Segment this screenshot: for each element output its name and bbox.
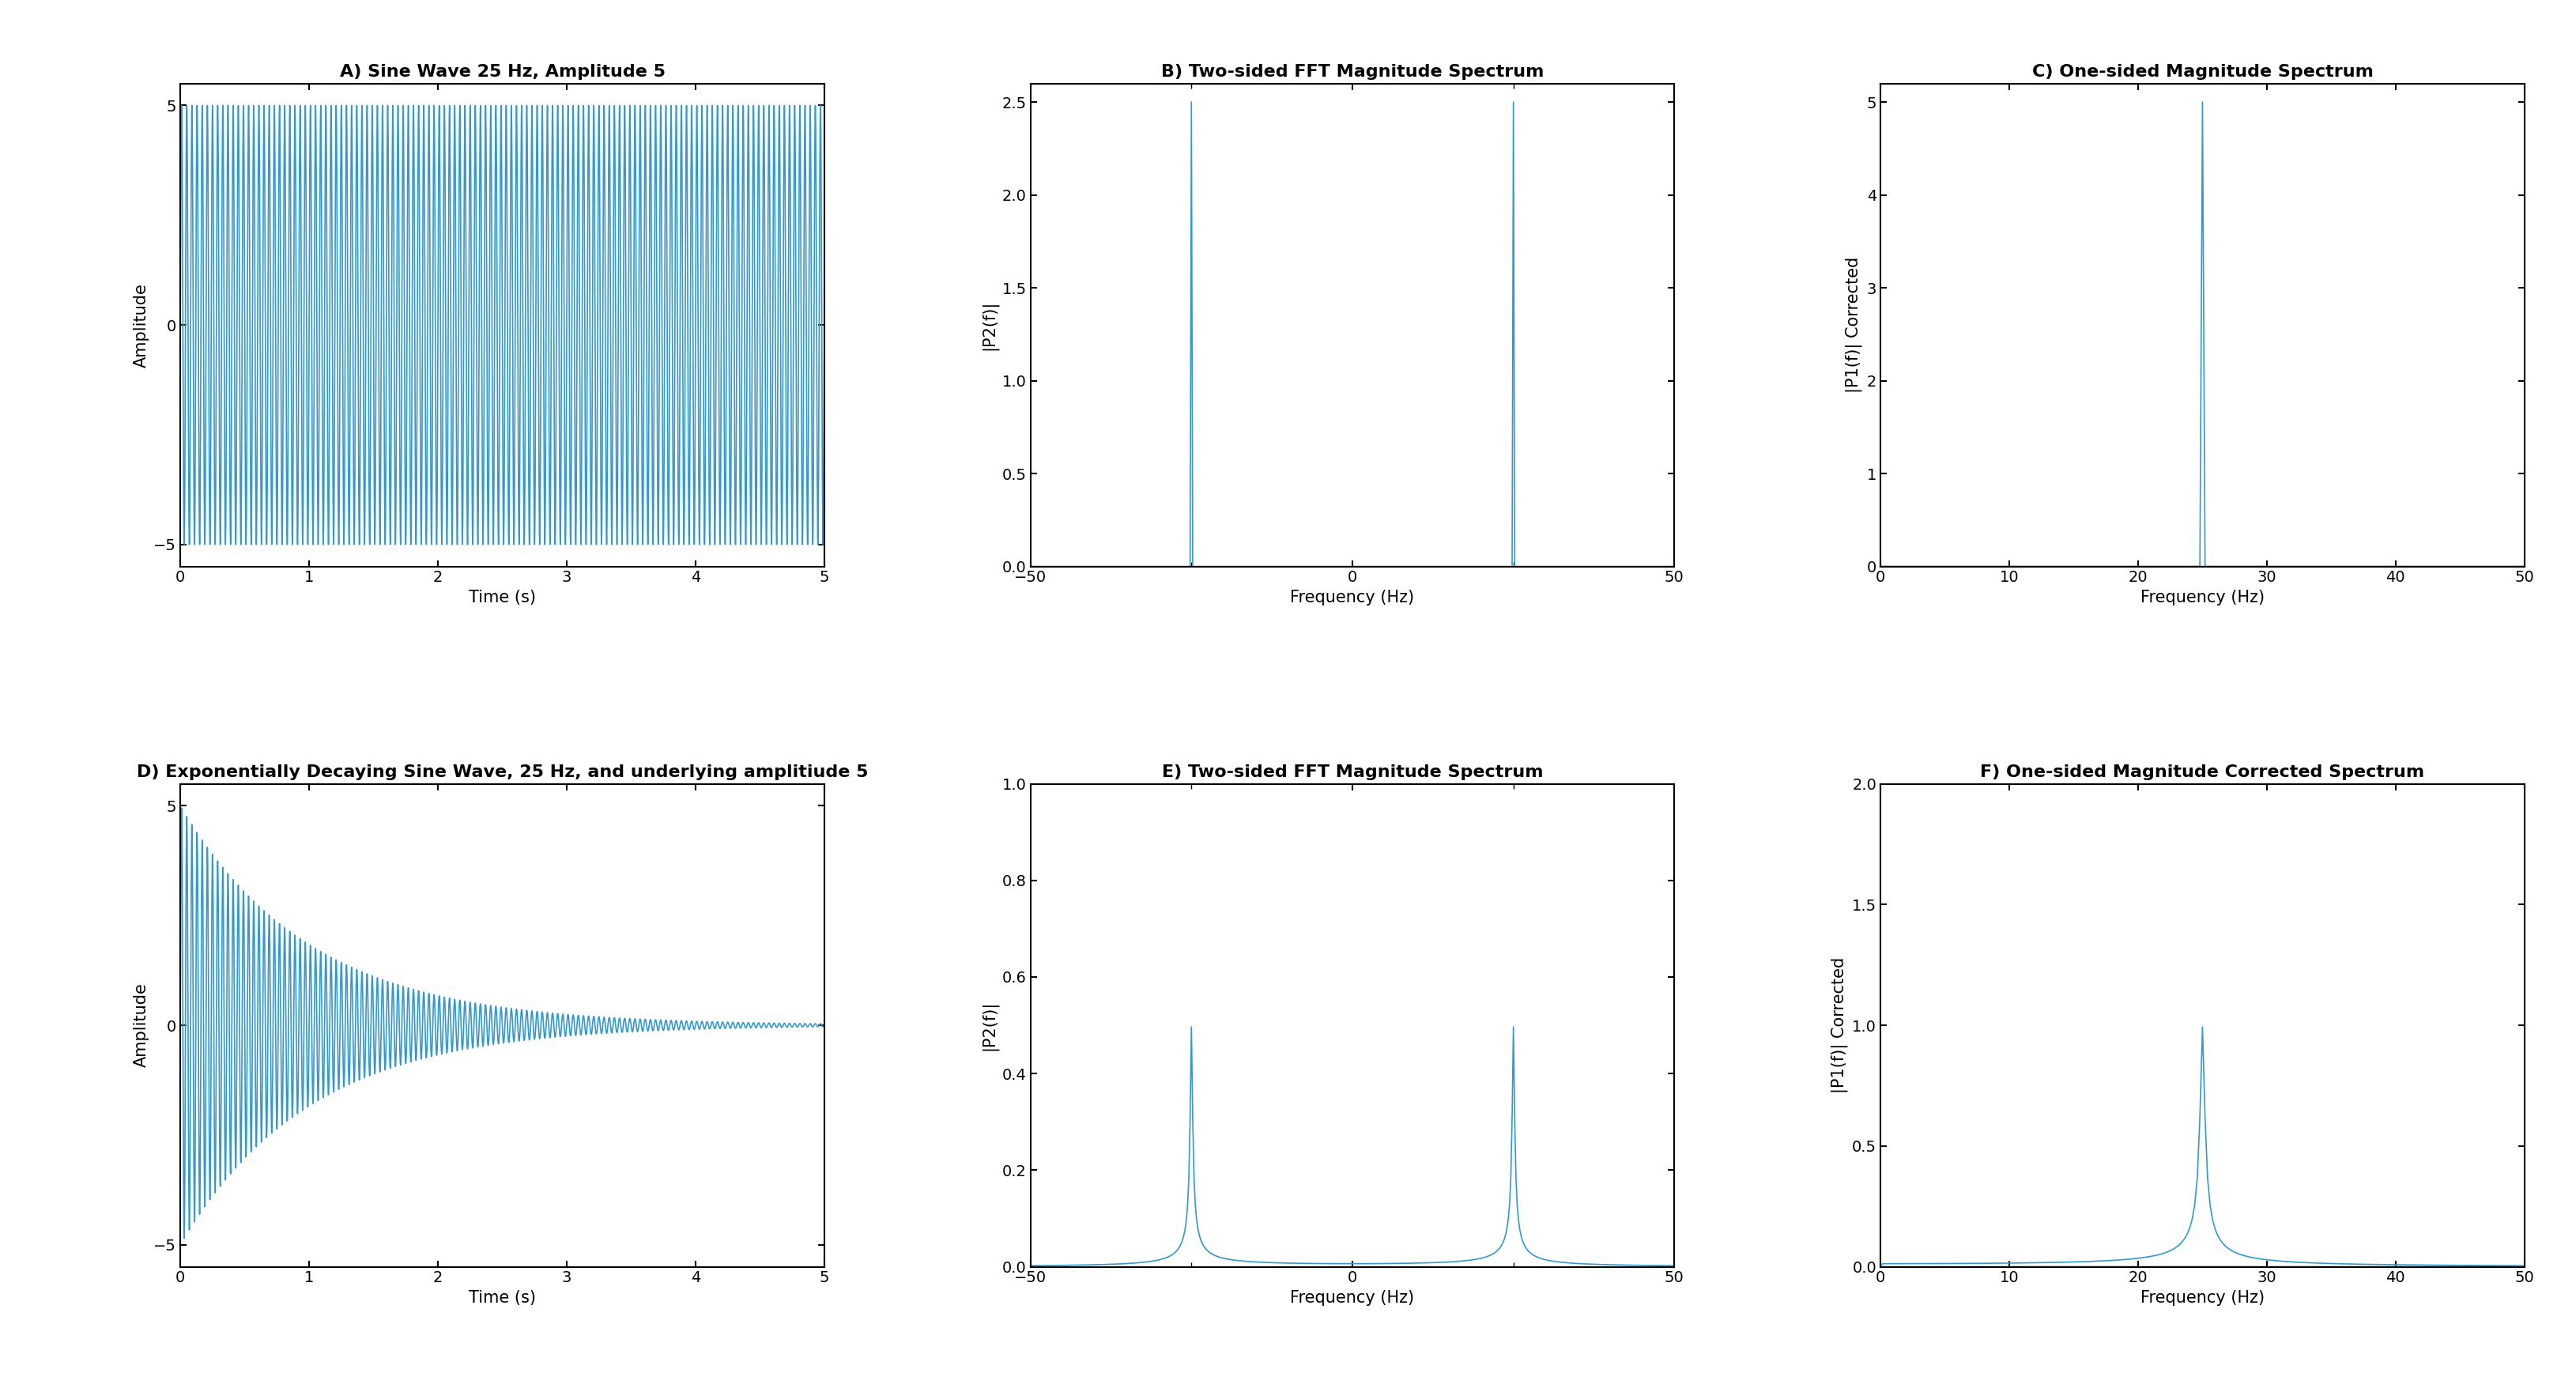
Title: B) Two-sided FFT Magnitude Spectrum: B) Two-sided FFT Magnitude Spectrum <box>1162 64 1543 81</box>
Y-axis label: |P2(f)|: |P2(f)| <box>981 1001 997 1051</box>
X-axis label: Frequency (Hz): Frequency (Hz) <box>2141 1290 2264 1306</box>
Title: C) One-sided Magnitude Spectrum: C) One-sided Magnitude Spectrum <box>2032 64 2372 81</box>
X-axis label: Time (s): Time (s) <box>469 590 536 606</box>
X-axis label: Time (s): Time (s) <box>469 1290 536 1306</box>
Y-axis label: |P1(f)| Corrected: |P1(f)| Corrected <box>1844 258 1862 393</box>
X-axis label: Frequency (Hz): Frequency (Hz) <box>2141 590 2264 606</box>
Y-axis label: Amplitude: Amplitude <box>134 983 149 1068</box>
X-axis label: Frequency (Hz): Frequency (Hz) <box>1291 590 1414 606</box>
X-axis label: Frequency (Hz): Frequency (Hz) <box>1291 1290 1414 1306</box>
Y-axis label: Amplitude: Amplitude <box>134 283 149 367</box>
Y-axis label: |P2(f)|: |P2(f)| <box>981 299 997 349</box>
Y-axis label: |P1(f)| Corrected: |P1(f)| Corrected <box>1832 958 1847 1093</box>
Title: D) Exponentially Decaying Sine Wave, 25 Hz, and underlying amplitiude 5: D) Exponentially Decaying Sine Wave, 25 … <box>137 764 868 781</box>
Title: A) Sine Wave 25 Hz, Amplitude 5: A) Sine Wave 25 Hz, Amplitude 5 <box>340 64 665 81</box>
Title: E) Two-sided FFT Magnitude Spectrum: E) Two-sided FFT Magnitude Spectrum <box>1162 764 1543 781</box>
Title: F) One-sided Magnitude Corrected Spectrum: F) One-sided Magnitude Corrected Spectru… <box>1981 764 2424 781</box>
